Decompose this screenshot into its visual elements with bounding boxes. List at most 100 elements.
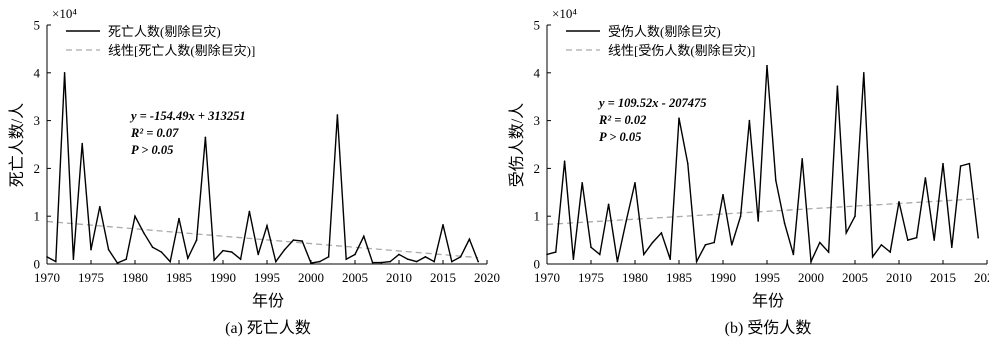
x-tick-label: 1995 (754, 270, 780, 285)
equation-a: y = -154.49x + 313251 (129, 109, 246, 123)
data-point-a (151, 246, 154, 249)
data-point-b (599, 253, 601, 256)
data-point-b (757, 220, 759, 222)
data-point-b (968, 162, 971, 165)
data-point-a (354, 253, 356, 256)
data-point-b (827, 251, 830, 253)
data-point-a (363, 235, 365, 238)
legend-label-data-a: 死亡人数(剔除巨灾) (108, 24, 221, 39)
data-point-b (563, 160, 566, 163)
y-tick-label: 1 (534, 209, 541, 224)
r-squared-b: R² = 0.02 (598, 113, 646, 127)
regression-annotation-a: y = -154.49x + 313251 R² = 0.07 P > 0.05 (129, 109, 246, 157)
data-point-b (607, 203, 610, 206)
data-point-a (257, 253, 260, 256)
x-tick-label: 1990 (710, 270, 736, 285)
data-point-a (143, 232, 145, 234)
legend-a: 死亡人数(剔除巨灾) 线性[死亡人数(剔除巨灾)] (66, 24, 255, 58)
data-point-b (651, 241, 654, 244)
data-point-a (72, 258, 75, 261)
data-point-a (283, 248, 286, 251)
data-point-b (555, 251, 557, 253)
y-tick-label: 4 (534, 65, 541, 80)
data-point-b (907, 239, 909, 241)
data-point-b (616, 260, 619, 263)
data-point-b (581, 181, 583, 184)
data-point-b (810, 260, 812, 263)
data-point-a (178, 217, 180, 220)
data-point-b (898, 201, 900, 203)
data-point-b (942, 162, 944, 165)
data-point-b (951, 246, 953, 249)
y-tick-label: 3 (534, 113, 541, 128)
x-tick-label: 1980 (122, 270, 148, 285)
x-tick-label: 2010 (386, 270, 412, 285)
data-point-b (924, 177, 927, 179)
x-tick-label: 1970 (34, 270, 60, 285)
data-point-b (819, 241, 821, 244)
r-squared-a: R² = 0.07 (130, 126, 179, 140)
panel-injuries: ×10⁴ 受伤人数/人 年份 (b) 受伤人数 1970 1975 1980 1985… (508, 6, 989, 337)
y-ticks-a: 0 1 2 3 4 5 (34, 18, 51, 272)
data-point-b (669, 258, 671, 261)
legend-label-trend-a: 线性[死亡人数(剔除巨灾)] (108, 43, 255, 58)
data-point-a (336, 114, 339, 116)
data-point-a (275, 260, 277, 263)
y-tick-label: 3 (34, 113, 41, 128)
data-point-a (222, 249, 224, 252)
data-point-a (468, 238, 471, 240)
data-point-b (863, 72, 865, 74)
data-point-b (845, 232, 847, 234)
data-point-a (160, 251, 163, 253)
x-tick-label: 2005 (842, 270, 868, 285)
x-tick-label: 1970 (534, 270, 560, 285)
data-point-b (546, 253, 548, 256)
y-tick-label: 2 (534, 161, 541, 176)
data-point-b (687, 162, 689, 165)
x-tick-label: 1975 (578, 270, 604, 285)
data-point-a (292, 239, 295, 241)
p-value-b: P > 0.05 (599, 130, 641, 144)
p-value-a: P > 0.05 (131, 143, 173, 157)
data-point-b (739, 215, 742, 217)
caption-b: (b) 受伤人数 (725, 319, 812, 337)
y-tick-label: 2 (34, 161, 41, 176)
data-point-b (836, 85, 839, 87)
x-tick-label: 1995 (254, 270, 280, 285)
trend-line-b (546, 198, 979, 226)
x-ticks-b: 1970 1975 1980 1985 1990 1995 2000 2005 2010 2015… (534, 260, 989, 285)
x-tick-label: 2020 (474, 270, 500, 285)
data-point-b (643, 253, 645, 256)
legend-b: 受伤人数(剔除巨灾) 线性[受伤人数(剔除巨灾)] (566, 24, 755, 58)
data-point-b (801, 158, 803, 160)
data-point-a (248, 210, 251, 213)
data-point-b (713, 241, 715, 244)
data-point-b (766, 64, 768, 67)
data-point-a (46, 256, 48, 258)
data-point-a (345, 258, 348, 261)
data-point-a (99, 205, 101, 208)
data-point-a (125, 258, 127, 261)
data-point-b (933, 239, 935, 241)
x-tick-label: 2020 (974, 270, 989, 285)
x-tick-label: 1990 (210, 270, 236, 285)
data-point-a (55, 260, 57, 263)
data-point-a (63, 72, 66, 74)
data-point-a (187, 257, 189, 260)
data-point-a (231, 251, 233, 253)
y-tick-label: 1 (34, 209, 41, 224)
data-point-a (107, 248, 110, 251)
x-tick-label: 2000 (798, 270, 824, 285)
data-point-a (415, 260, 418, 263)
data-point-a (459, 256, 462, 258)
data-point-a (301, 240, 304, 242)
data-point-a (477, 260, 480, 263)
data-point-a (389, 260, 392, 263)
data-point-b (854, 215, 856, 217)
y-multiplier-b: ×10⁴ (552, 6, 577, 21)
x-axis-label-a: 年份 (252, 292, 284, 310)
x-tick-label: 1980 (622, 270, 648, 285)
data-point-a (424, 256, 427, 258)
x-tick-label: 1985 (666, 270, 692, 285)
x-tick-label: 1975 (78, 270, 104, 285)
